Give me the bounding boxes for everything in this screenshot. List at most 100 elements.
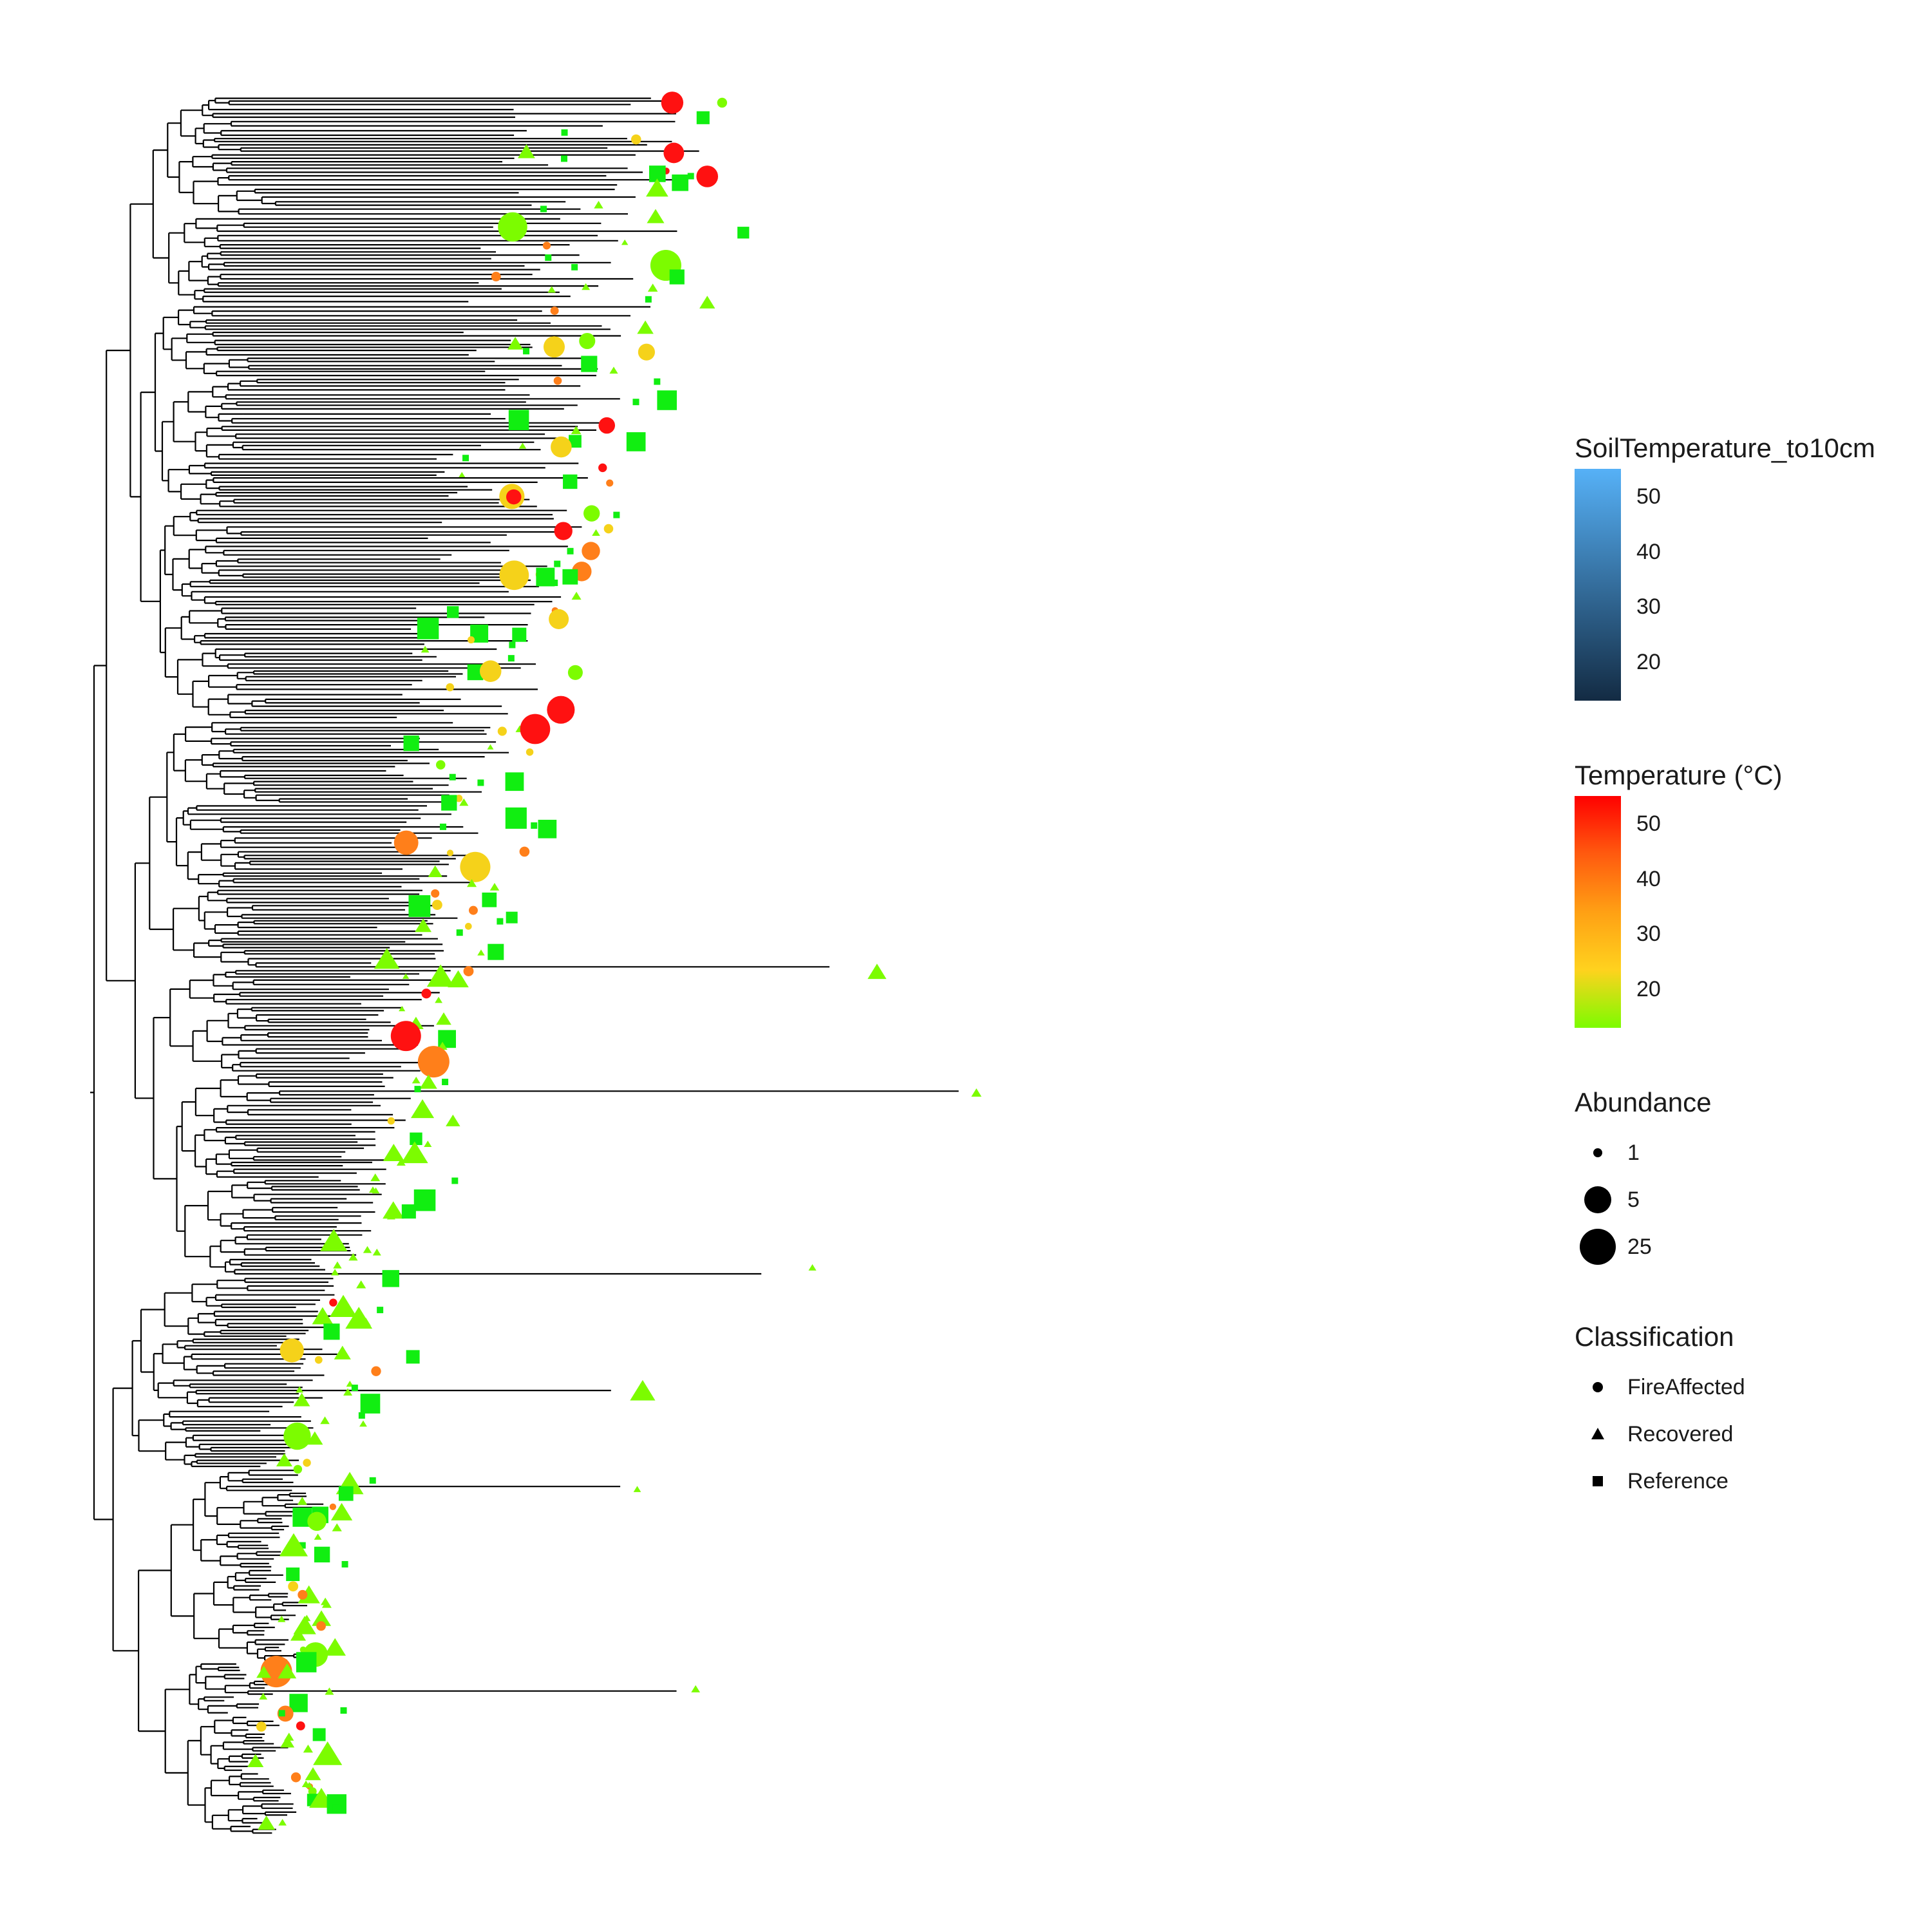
abundance-label: 5 bbox=[1627, 1188, 1640, 1212]
colorbar-tick-label: 20 bbox=[1636, 977, 1661, 1001]
reference-tip-marker bbox=[477, 779, 484, 786]
fireaffected-tip-marker bbox=[661, 91, 684, 114]
reference-tip-marker bbox=[531, 822, 538, 829]
reference-tip-marker bbox=[278, 1710, 285, 1717]
recovered-tip-marker bbox=[247, 1754, 264, 1768]
fireaffected-tip-marker bbox=[460, 851, 491, 882]
fireaffected-tip-marker bbox=[421, 989, 431, 999]
abundance-label: 25 bbox=[1627, 1235, 1652, 1259]
reference-tip-marker bbox=[540, 205, 547, 213]
recovered-tip-marker bbox=[621, 239, 629, 245]
recovered-tip-marker bbox=[296, 1386, 304, 1393]
colorbar-tick bbox=[1621, 989, 1630, 990]
reference-tip-marker bbox=[509, 641, 516, 649]
recovered-tip-marker bbox=[361, 1318, 371, 1326]
colorbar-tick-label: 50 bbox=[1636, 811, 1661, 836]
fireaffected-tip-marker bbox=[598, 463, 607, 473]
colorbar-tick-label: 40 bbox=[1636, 866, 1661, 891]
recovered-tip-marker bbox=[329, 1294, 357, 1318]
recovered-tip-marker bbox=[547, 286, 556, 293]
recovered-tip-marker bbox=[630, 1379, 656, 1401]
reference-tip-marker bbox=[296, 1652, 317, 1672]
fireaffected-tip-marker bbox=[663, 142, 685, 164]
fireaffected-tip-marker bbox=[468, 905, 478, 915]
recovered-tip-marker bbox=[399, 1005, 406, 1012]
recovered-tip-marker bbox=[330, 1502, 353, 1520]
fireaffected-tip-marker bbox=[543, 336, 565, 358]
fireaffected-tip-marker bbox=[579, 332, 596, 350]
tree-branches bbox=[90, 97, 959, 1834]
recovered-tip-marker bbox=[278, 1663, 297, 1679]
recovered-tip-marker bbox=[582, 283, 591, 290]
legend-classification-title: Classification bbox=[1575, 1321, 1734, 1352]
fireaffected-tip-marker bbox=[307, 1511, 327, 1531]
recovered-tip-marker bbox=[374, 948, 400, 969]
recovered-tip-marker bbox=[412, 1076, 421, 1084]
abundance-key-5: 5 bbox=[1575, 1180, 1845, 1219]
colorbar-tick bbox=[1621, 606, 1630, 608]
reference-tip-marker bbox=[382, 1270, 399, 1287]
recovered-tip-marker bbox=[410, 1099, 435, 1119]
recovered-tip-marker bbox=[699, 296, 715, 308]
reference-tip-marker bbox=[299, 1542, 306, 1549]
fireaffected-tip-marker bbox=[431, 889, 440, 898]
reference-tip-marker bbox=[654, 378, 661, 385]
fireaffected-tip-marker bbox=[329, 1298, 337, 1307]
fireaffected-tip-marker bbox=[506, 489, 522, 505]
fireaffected-tip-marker bbox=[603, 524, 614, 534]
recovered-tip-marker bbox=[348, 1253, 358, 1261]
colorbar-tick-label: 40 bbox=[1636, 539, 1661, 564]
reference-tip-marker bbox=[523, 348, 530, 355]
reference-tip-marker bbox=[554, 560, 561, 567]
colorbar-tick-label: 20 bbox=[1636, 650, 1661, 674]
reference-tip-marker bbox=[341, 1560, 348, 1567]
recovered-tip-marker bbox=[293, 1392, 310, 1406]
recovered-tip-marker bbox=[334, 1345, 351, 1359]
classification-key-recovered: Recovered bbox=[1575, 1415, 1845, 1454]
reference-tip-marker bbox=[505, 772, 524, 791]
colorbar-tick bbox=[1621, 822, 1630, 824]
reference-tip-marker bbox=[561, 129, 568, 136]
soil-colorbar bbox=[1575, 469, 1621, 701]
reference-tip-marker bbox=[482, 892, 497, 907]
legend-soil-temperature: SoilTemperature_to10cm 50 40 30 20 bbox=[1575, 433, 1922, 701]
reference-tip-marker bbox=[413, 1189, 436, 1211]
colorbar-tick bbox=[1621, 661, 1630, 663]
recovered-tip-marker bbox=[459, 798, 469, 806]
reference-tip-marker bbox=[669, 269, 685, 285]
recovered-tip-marker bbox=[647, 283, 658, 292]
fireaffected-tip-marker bbox=[549, 609, 569, 629]
recovered-tip-marker bbox=[436, 1012, 451, 1025]
recovered-tip-marker bbox=[343, 1388, 353, 1396]
fireaffected-tip-marker bbox=[598, 417, 616, 434]
recovered-tip-marker bbox=[571, 591, 582, 600]
recovered-tip-marker bbox=[646, 178, 668, 197]
fireaffected-tip-marker bbox=[314, 1356, 323, 1364]
recovered-tip-marker bbox=[314, 1533, 322, 1540]
reference-tip-marker bbox=[571, 263, 578, 270]
fireaffected-tip-marker bbox=[436, 760, 446, 770]
recovered-tip-marker bbox=[307, 1431, 323, 1445]
reference-tip-marker bbox=[456, 929, 463, 936]
reference-tip-marker bbox=[696, 111, 710, 124]
reference-tip-marker bbox=[613, 511, 620, 518]
colorbar-tick-label: 50 bbox=[1636, 484, 1661, 509]
fireaffected-tip-marker bbox=[387, 1117, 395, 1125]
fireaffected-tip-marker bbox=[463, 966, 474, 977]
fireaffected-tip-marker bbox=[308, 1787, 317, 1796]
reference-tip-marker bbox=[358, 1412, 365, 1419]
recovered-tip-marker bbox=[446, 1114, 460, 1126]
reference-tip-marker bbox=[440, 823, 447, 830]
reference-tip-marker bbox=[377, 1307, 384, 1314]
reference-tip-marker bbox=[562, 569, 578, 585]
colorbar-tick bbox=[1621, 878, 1630, 880]
fireaffected-tip-marker bbox=[290, 1772, 301, 1783]
recovered-tip-marker bbox=[971, 1088, 982, 1097]
temp-colorbar bbox=[1575, 796, 1621, 1028]
recovered-tip-marker bbox=[424, 1141, 432, 1148]
reference-tip-marker bbox=[632, 399, 639, 406]
recovered-tip-marker bbox=[609, 366, 618, 374]
recovered-tip-marker bbox=[507, 337, 524, 350]
recovered-tip-marker bbox=[808, 1264, 817, 1271]
